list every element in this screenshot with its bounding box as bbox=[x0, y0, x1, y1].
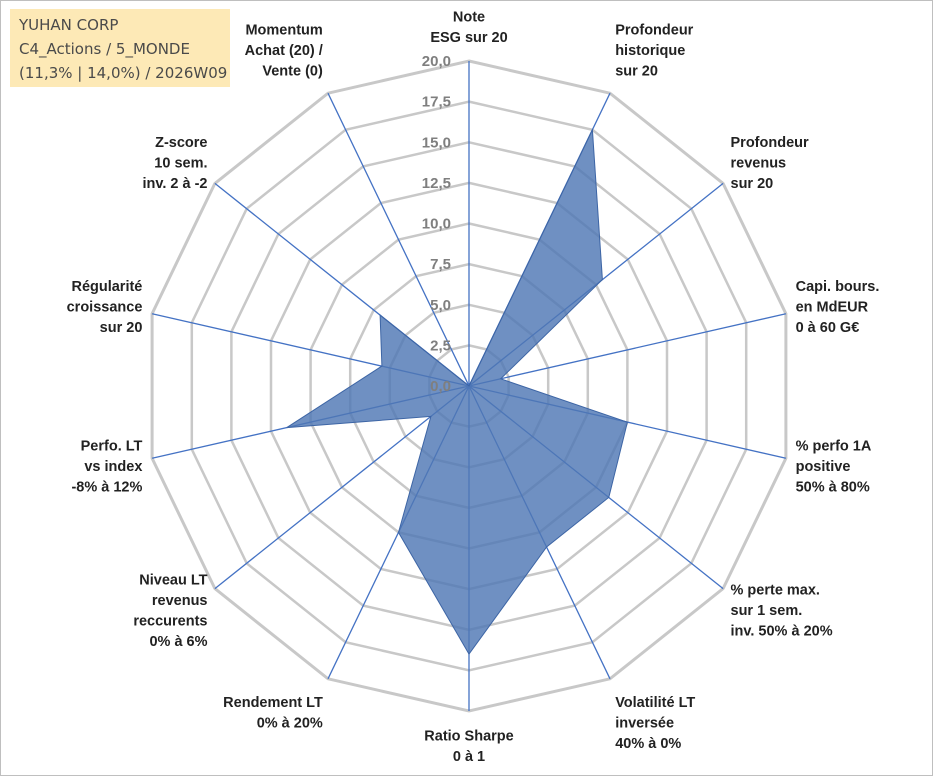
portfolio-name: C4_Actions / 5_MONDE bbox=[19, 40, 190, 58]
axis-label: Z-score 10 sem. inv. 2 à -2 bbox=[142, 135, 207, 192]
axis-label: Niveau LT revenus reccurents 0% à 6% bbox=[133, 572, 207, 650]
axis-spoke bbox=[214, 385, 470, 590]
axis-label-line: 0% à 20% bbox=[257, 716, 323, 732]
axis-label-line: reccurents bbox=[133, 613, 207, 629]
axis-label: % perfo 1A positive 50% à 80% bbox=[796, 439, 872, 496]
axis-label: Régularité croissance sur 20 bbox=[67, 279, 143, 336]
axis-label-line: ESG sur 20 bbox=[430, 30, 507, 46]
axis-label-line: historique bbox=[615, 43, 685, 59]
axis-label-line: Niveau LT bbox=[139, 572, 207, 588]
axis-label: Profondeur revenus sur 20 bbox=[731, 135, 809, 192]
axis-label-line: Z-score bbox=[155, 135, 207, 151]
axis-label-line: sur 20 bbox=[615, 63, 658, 79]
axis-label-line: sur 1 sem. bbox=[731, 603, 803, 619]
axis-label-line: inv. 2 à -2 bbox=[142, 176, 207, 192]
axis-label-line: Vente (0) bbox=[262, 63, 323, 79]
axis-label-line: positive bbox=[796, 459, 851, 475]
tick-label: 10,0 bbox=[422, 216, 451, 233]
performance-stats: (11,3% | 14,0%) / 2026W09 bbox=[19, 64, 228, 82]
axis-label-line: Capi. bours. bbox=[796, 279, 880, 295]
axis-label: Volatilité LT inversée 40% à 0% bbox=[615, 695, 695, 752]
axis-label-line: % perfo 1A bbox=[796, 439, 872, 455]
axis-label-line: inv. 50% à 20% bbox=[731, 624, 833, 640]
tick-label: 2,5 bbox=[430, 337, 451, 354]
axis-label-line: 40% à 0% bbox=[615, 736, 681, 752]
axis-label-line: sur 20 bbox=[100, 320, 143, 336]
axis-label-line: % perte max. bbox=[731, 583, 820, 599]
axis-label-line: inversée bbox=[615, 716, 674, 732]
radar-axis-labels: Note ESG sur 20 Profondeur historique sur 20… bbox=[67, 10, 880, 766]
axis-label-line: Profondeur bbox=[731, 135, 809, 151]
axis-label-line: Achat (20) / bbox=[245, 43, 323, 59]
axis-label-line: 0 à 1 bbox=[453, 749, 485, 765]
axis-label: Profondeur historique sur 20 bbox=[615, 22, 693, 79]
axis-label: Rendement LT 0% à 20% bbox=[223, 695, 323, 732]
axis-label-line: revenus bbox=[152, 593, 208, 609]
tick-label: 0,0 bbox=[430, 378, 451, 395]
tick-label: 12,5 bbox=[422, 175, 451, 192]
radar-series bbox=[286, 127, 628, 656]
axis-spoke bbox=[468, 313, 787, 387]
axis-label-line: revenus bbox=[731, 155, 787, 171]
axis-label-line: -8% à 12% bbox=[71, 480, 142, 496]
info-box: YUHAN CORP C4_Actions / 5_MONDE (11,3% |… bbox=[10, 9, 230, 87]
series-area bbox=[286, 127, 628, 656]
tick-label: 7,5 bbox=[430, 256, 451, 273]
axis-label: Momentum Achat (20) / Vente (0) bbox=[245, 22, 323, 79]
axis-label-line: Note bbox=[453, 10, 485, 26]
tick-label: 17,5 bbox=[422, 94, 451, 111]
axis-label-line: Ratio Sharpe bbox=[424, 729, 513, 745]
tick-label: 15,0 bbox=[422, 134, 451, 151]
axis-label-line: 10 sem. bbox=[154, 155, 207, 171]
axis-label: Note ESG sur 20 bbox=[430, 10, 507, 47]
tick-label: 20,0 bbox=[422, 53, 451, 70]
axis-label-line: Rendement LT bbox=[223, 695, 323, 711]
axis-label: Ratio Sharpe 0 à 1 bbox=[424, 729, 513, 766]
axis-label-line: Perfo. LT bbox=[81, 439, 143, 455]
axis-label-line: 0 à 60 G€ bbox=[796, 320, 860, 336]
axis-label: Capi. bours. en MdEUR 0 à 60 G€ bbox=[796, 279, 880, 336]
axis-label-line: croissance bbox=[67, 299, 143, 315]
axis-label-line: Régularité bbox=[71, 279, 142, 295]
tick-label: 5,0 bbox=[430, 297, 451, 314]
axis-label: % perte max. sur 1 sem. inv. 50% à 20% bbox=[731, 583, 833, 640]
axis-label-line: sur 20 bbox=[731, 176, 774, 192]
company-name: YUHAN CORP bbox=[19, 16, 119, 34]
axis-label-line: Volatilité LT bbox=[615, 695, 695, 711]
axis-label-line: en MdEUR bbox=[796, 299, 869, 315]
axis-spoke bbox=[327, 92, 470, 387]
axis-label: Perfo. LT vs index -8% à 12% bbox=[71, 439, 142, 496]
axis-label-line: vs index bbox=[84, 459, 142, 475]
radar-tick-labels: 0,0 2,5 5,0 7,5 10,0 12,5 15,0 17,5 20,0 bbox=[422, 53, 451, 395]
axis-label-line: Momentum bbox=[245, 22, 322, 38]
axis-label-line: Profondeur bbox=[615, 22, 693, 38]
axis-label-line: 0% à 6% bbox=[149, 634, 207, 650]
axis-label-line: 50% à 80% bbox=[796, 480, 870, 496]
